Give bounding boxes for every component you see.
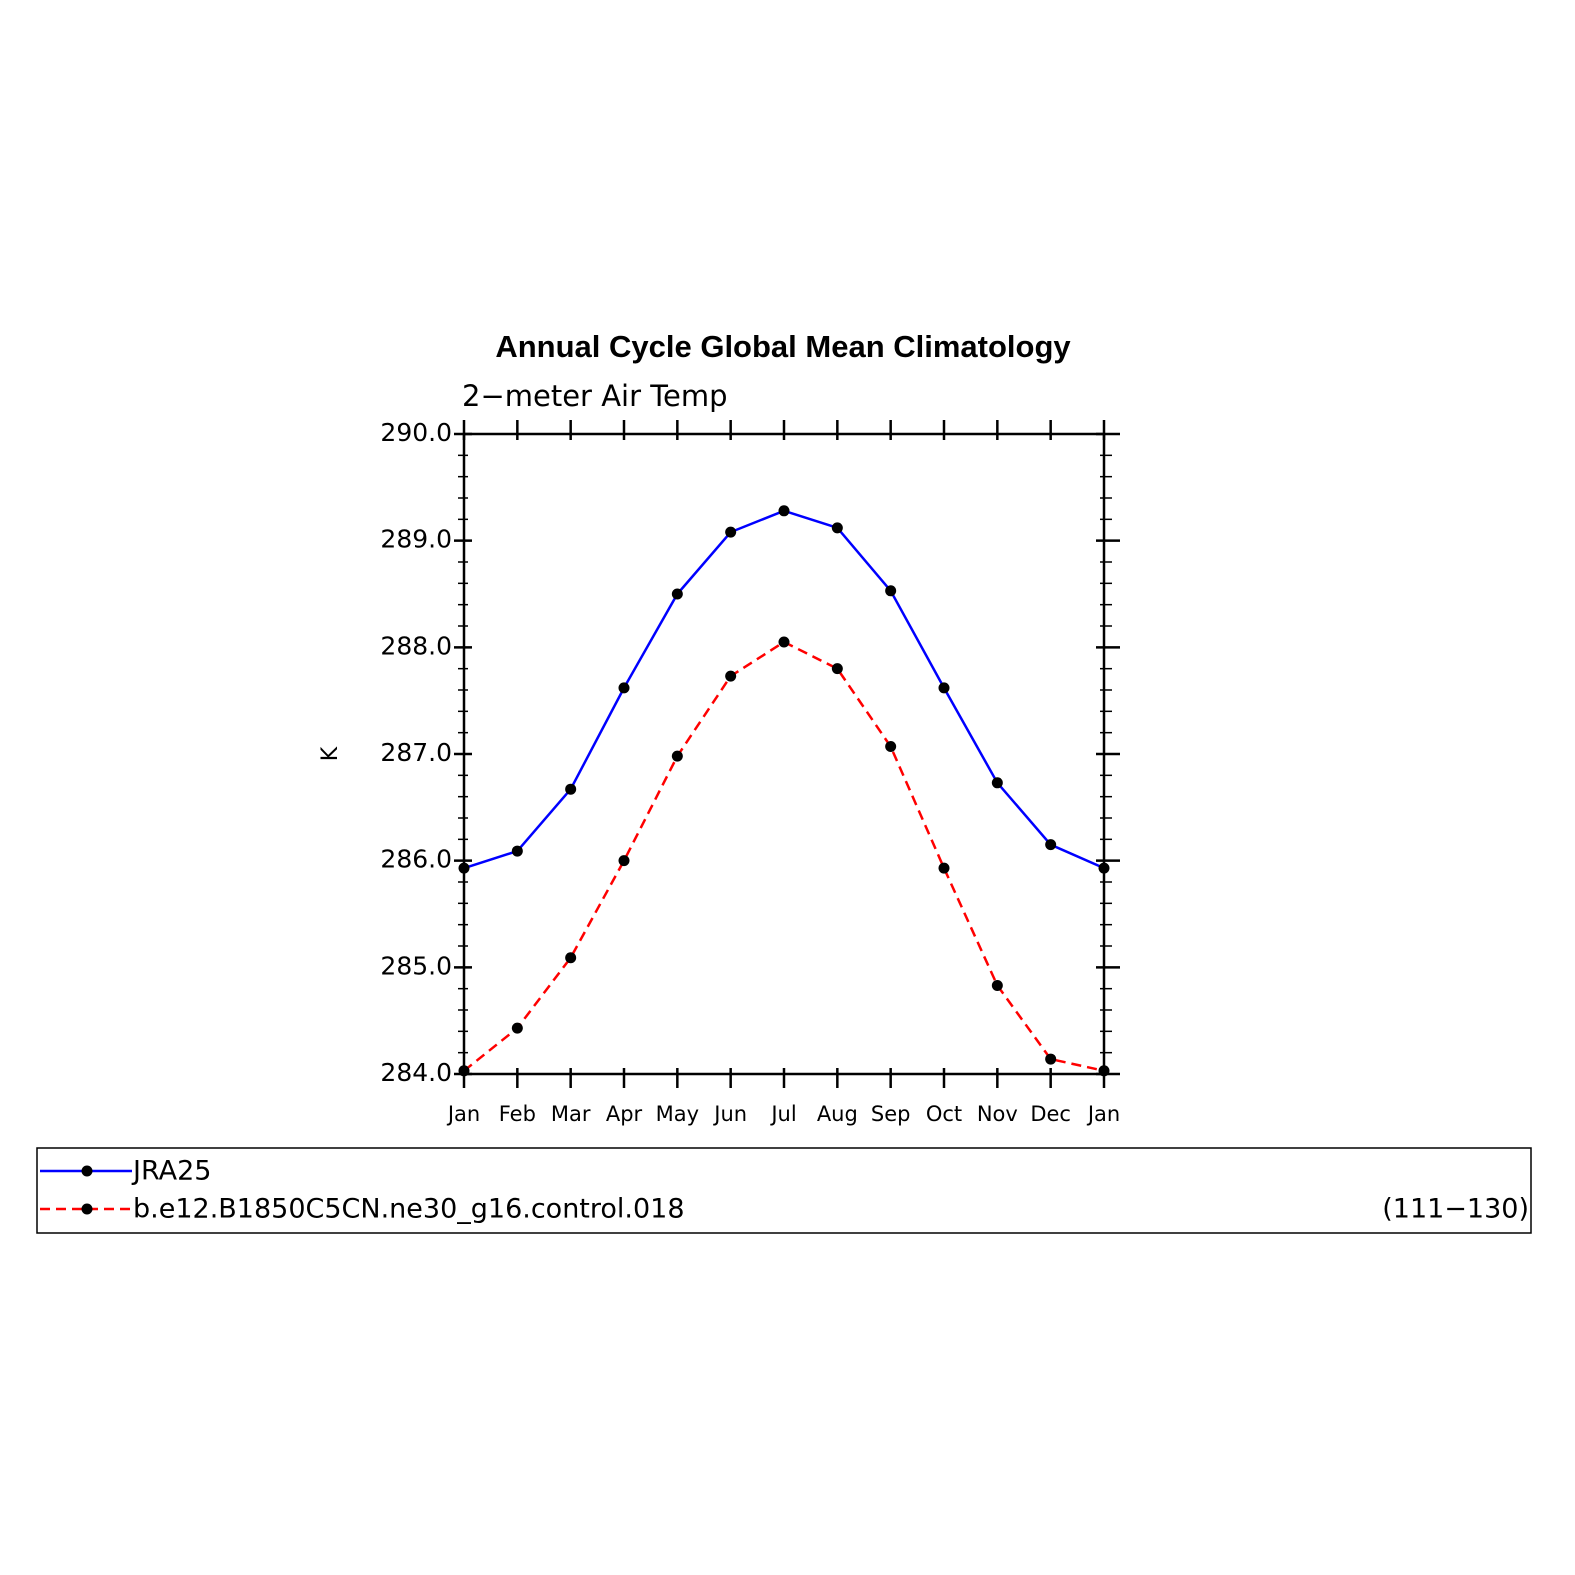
x-tick-label: Jun: [712, 1102, 747, 1126]
x-tick-label: Jan: [446, 1102, 480, 1126]
data-point: [991, 979, 1003, 991]
x-tick-label: Apr: [606, 1102, 643, 1126]
data-point: [1098, 862, 1110, 874]
data-point: [618, 855, 630, 867]
data-point: [671, 588, 683, 600]
data-point: [511, 1022, 523, 1034]
x-tick-label: Jan: [1086, 1102, 1120, 1126]
x-tick-label: Jul: [769, 1102, 796, 1126]
data-point: [778, 636, 790, 648]
plot-frame: [462, 432, 1106, 1076]
series-line: [463, 509, 1105, 870]
data-point: [565, 783, 577, 795]
legend-box: [36, 1147, 1532, 1234]
y-tick-label: 288.0: [380, 631, 452, 660]
y-axis-label: K: [318, 746, 343, 761]
legend-marker: [81, 1203, 93, 1215]
data-point: [831, 522, 843, 534]
legend-marker: [81, 1165, 93, 1177]
data-point: [671, 750, 683, 762]
legend-label: b.e12.B1850C5CN.ne30_g16.control.018: [133, 1194, 685, 1225]
x-tick-label: May: [656, 1102, 699, 1126]
data-point: [725, 670, 737, 682]
data-point: [991, 777, 1003, 789]
y-tick-label: 284.0: [380, 1058, 452, 1087]
x-tick-label: Sep: [871, 1102, 911, 1126]
x-tick-label: Dec: [1030, 1102, 1071, 1126]
x-tick-label: Aug: [817, 1102, 858, 1126]
x-tick-label: Feb: [499, 1102, 536, 1126]
data-point: [938, 682, 950, 694]
data-point: [885, 741, 897, 753]
data-point: [725, 526, 737, 538]
data-point: [458, 1065, 470, 1077]
data-point: [938, 862, 950, 874]
data-point: [565, 952, 577, 964]
data-point: [831, 663, 843, 675]
data-point: [458, 862, 470, 874]
data-point: [511, 845, 523, 857]
legend-label: JRA25: [131, 1156, 211, 1187]
data-point: [885, 585, 897, 597]
legend-period: (111−130): [1382, 1194, 1529, 1225]
y-tick-label: 287.0: [380, 738, 452, 767]
data-point: [618, 682, 630, 694]
x-tick-label: Nov: [977, 1102, 1018, 1126]
y-tick-label: 289.0: [380, 525, 452, 554]
data-point: [778, 505, 790, 517]
chart-title: Annual Cycle Global Mean Climatology: [495, 329, 1071, 364]
series-line: [463, 640, 1105, 1073]
y-tick-label: 290.0: [380, 418, 452, 447]
data-point: [1045, 1053, 1057, 1065]
chart-subtitle: 2−meter Air Temp: [462, 379, 728, 413]
data-point: [1045, 839, 1057, 851]
data-point: [1098, 1065, 1110, 1077]
x-tick-label: Oct: [926, 1102, 962, 1126]
y-tick-label: 285.0: [380, 951, 452, 980]
y-tick-label: 286.0: [380, 845, 452, 874]
x-tick-label: Mar: [551, 1102, 591, 1126]
